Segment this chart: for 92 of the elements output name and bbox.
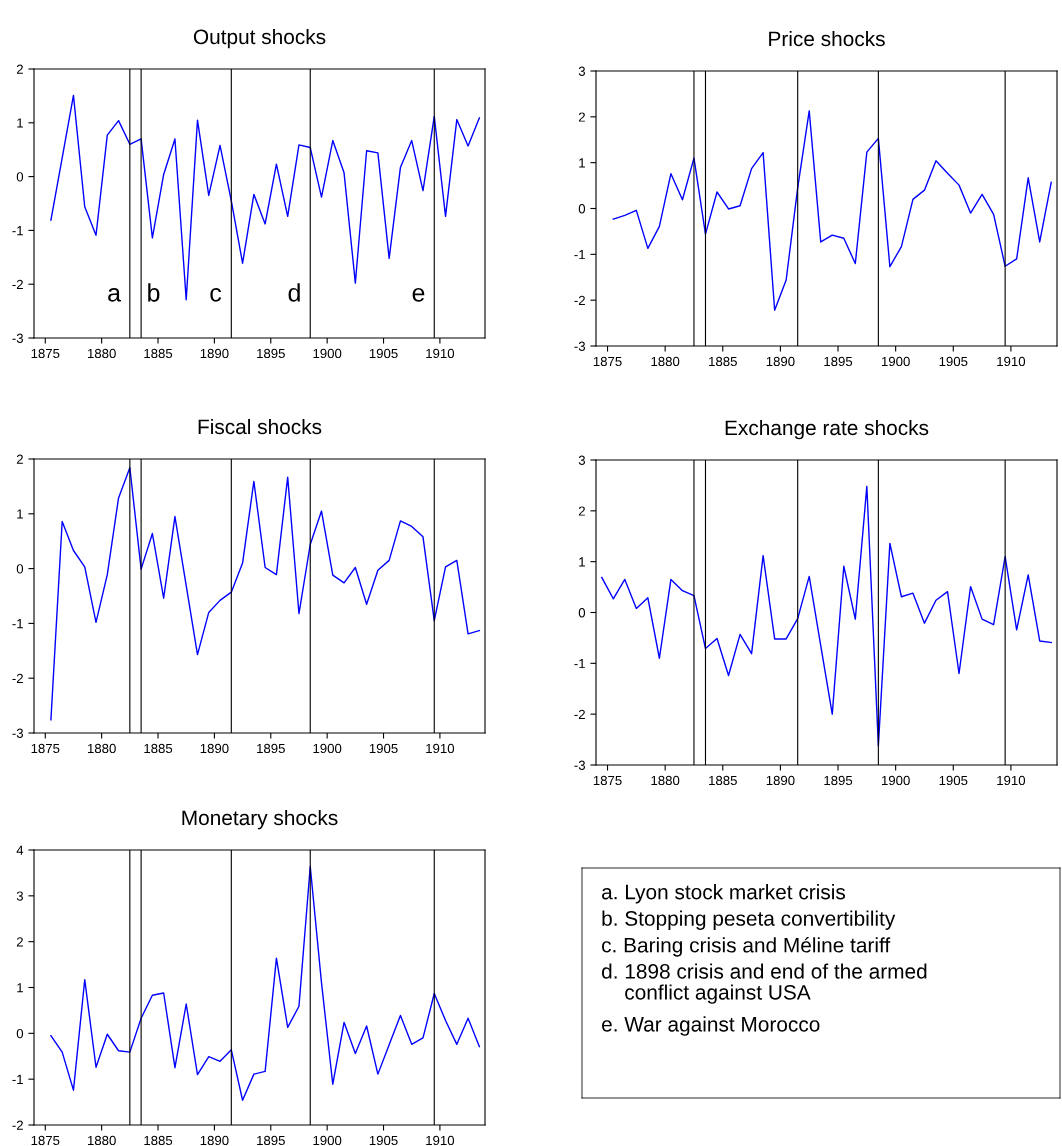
ref-line-label: b — [148, 283, 160, 302]
y-tick-label: 3 — [16, 891, 23, 901]
x-tick-label: 1910 — [997, 775, 1026, 786]
text: d. 1898 crisis and end of the armed conflict against USA — [602, 963, 927, 1004]
x-tick-label: 1900 — [313, 743, 342, 754]
y-tick-label: 1 — [17, 118, 23, 128]
x-tick-label: 1885 — [144, 1135, 173, 1146]
x-tick-label: 1900 — [881, 775, 910, 786]
y-tick-label: -3 — [574, 760, 585, 770]
x-tick-label: 1895 — [257, 348, 285, 359]
x-tick-label: 1895 — [824, 775, 853, 786]
x-tick-label: 1900 — [881, 356, 910, 367]
x-tick-label: 1885 — [144, 348, 173, 359]
x-tick-label: 1885 — [709, 356, 737, 367]
x-tick-label: 1910 — [426, 1135, 455, 1146]
y-tick-label: 0 — [578, 608, 586, 618]
x-tick-label: 1890 — [766, 775, 795, 786]
chart-title: Monetary shocks — [182, 809, 338, 830]
x-tick-label: 1880 — [651, 356, 680, 367]
x-tick-label: 1905 — [369, 743, 398, 754]
x-tick-label: 1910 — [426, 743, 455, 754]
text: b. Stopping peseta convertibility — [602, 910, 896, 930]
text: a. Lyon stock market crisis — [602, 884, 846, 904]
text: e. War against Morocco — [602, 1016, 820, 1036]
x-tick-label: 1890 — [200, 1135, 229, 1146]
y-tick-label: -1 — [12, 619, 23, 629]
line-series — [50, 467, 481, 721]
y-tick-label: -2 — [12, 279, 23, 289]
ref-line-label: d — [288, 283, 300, 302]
x-tick-label: 1910 — [997, 356, 1026, 367]
ref-line-label: e — [412, 287, 425, 302]
y-tick-label: -1 — [12, 226, 23, 236]
x-tick-label: 1885 — [709, 775, 737, 786]
y-tick-label: 3 — [578, 455, 585, 465]
x-tick-label: 1910 — [426, 348, 455, 359]
x-tick-label: 1885 — [144, 743, 173, 754]
y-tick-label: 2 — [16, 454, 23, 464]
y-tick-label: -2 — [574, 295, 585, 305]
ref-line-label: a — [108, 287, 121, 302]
y-tick-label: 1 — [579, 158, 585, 168]
y-tick-label: -1 — [574, 659, 585, 669]
x-tick-label: 1875 — [593, 775, 622, 786]
y-tick-label: 0 — [16, 1028, 24, 1039]
ref-line-label: c — [210, 287, 222, 302]
line-series — [50, 94, 481, 301]
x-tick-label: 1890 — [200, 743, 229, 754]
x-tick-label: 1875 — [31, 348, 60, 359]
y-tick-label: 2 — [578, 112, 585, 122]
x-tick-label: 1905 — [369, 348, 398, 359]
y-tick-label: -3 — [12, 728, 23, 738]
line-series — [612, 110, 1052, 311]
chart-title: Exchange rate shocks — [725, 419, 929, 440]
y-tick-label: 1 — [17, 509, 23, 519]
x-tick-label: 1880 — [87, 743, 116, 754]
x-tick-label: 1905 — [939, 775, 968, 786]
line-series — [50, 865, 481, 1101]
text: c. Baring crisis and Méline tariff — [602, 937, 891, 957]
x-tick-label: 1900 — [313, 1135, 342, 1146]
y-tick-label: -2 — [12, 1120, 23, 1130]
y-tick-label: 2 — [16, 64, 23, 74]
y-tick-label: -2 — [574, 709, 585, 719]
chart-title: Fiscal shocks — [198, 418, 322, 435]
y-tick-label: 0 — [16, 564, 24, 574]
x-tick-label: 1900 — [313, 348, 342, 359]
chart-title: Price shocks — [769, 30, 885, 47]
x-tick-label: 1875 — [31, 743, 60, 754]
y-tick-label: 2 — [16, 937, 23, 947]
y-tick-label: 1 — [17, 983, 23, 993]
x-tick-label: 1905 — [369, 1135, 398, 1146]
y-tick-label: -2 — [12, 673, 23, 683]
y-tick-label: 4 — [16, 845, 24, 855]
y-tick-label: 3 — [578, 66, 585, 76]
y-tick-label: 0 — [578, 204, 586, 214]
chart-title: Output shocks — [193, 28, 326, 49]
x-tick-label: 1875 — [31, 1135, 60, 1146]
x-tick-label: 1905 — [939, 356, 968, 367]
x-tick-label: 1890 — [766, 356, 795, 367]
x-tick-label: 1895 — [257, 743, 285, 754]
x-tick-label: 1880 — [651, 775, 680, 786]
x-tick-label: 1890 — [200, 348, 229, 359]
x-tick-label: 1895 — [824, 356, 853, 367]
y-tick-label: -1 — [574, 250, 585, 260]
y-tick-label: 0 — [16, 172, 24, 182]
x-tick-label: 1895 — [257, 1135, 285, 1146]
x-tick-label: 1880 — [87, 348, 116, 359]
y-tick-label: 2 — [578, 506, 585, 516]
y-tick-label: -3 — [574, 341, 585, 351]
x-tick-label: 1875 — [593, 356, 622, 367]
y-tick-label: 1 — [579, 557, 585, 567]
y-tick-label: -1 — [12, 1074, 23, 1084]
y-tick-label: -3 — [12, 333, 23, 343]
x-tick-label: 1880 — [87, 1135, 116, 1146]
